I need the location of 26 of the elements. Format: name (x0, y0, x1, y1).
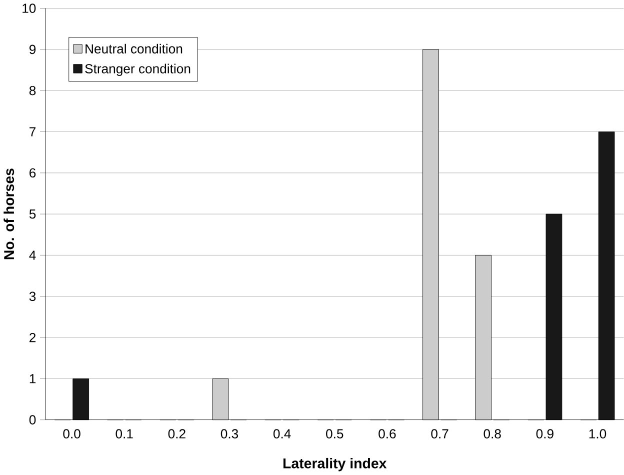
y-tick-label: 8 (29, 86, 36, 96)
x-tick-label: 0.8 (484, 429, 501, 439)
y-tick-label: 1 (30, 374, 36, 384)
legend-label: Stranger condition (85, 64, 190, 76)
x-tick-label: 0.5 (326, 429, 344, 439)
y-tick-label: 2 (30, 333, 36, 342)
x-tick-label: 0.3 (220, 429, 238, 439)
y-tick-label: 3 (29, 292, 36, 302)
y-tick-label: 6 (30, 168, 36, 178)
x-tick-label: 0.1 (116, 429, 133, 439)
x-tick-label: 0.7 (431, 429, 448, 439)
x-tick-label: 0.4 (273, 429, 291, 439)
legend-label: Neutral condition (86, 44, 182, 54)
y-tick-label: 5 (29, 210, 36, 219)
x-tick-label: 0.2 (168, 429, 186, 439)
x-tick-label: 0.9 (536, 429, 554, 439)
x-tick-label: 0.6 (378, 429, 396, 439)
y-tick-label: 7 (30, 127, 36, 136)
x-axis-title: Laterality index (283, 458, 387, 472)
y-tick-label: 10 (22, 4, 36, 13)
y-tick-label: 0 (29, 415, 36, 425)
x-tick-label: 1.0 (589, 429, 606, 439)
x-tick-label: 0.0 (63, 429, 80, 439)
y-axis-title: No. of horses (4, 168, 14, 260)
y-tick-label: 9 (30, 44, 36, 54)
y-tick-label: 4 (29, 250, 36, 260)
